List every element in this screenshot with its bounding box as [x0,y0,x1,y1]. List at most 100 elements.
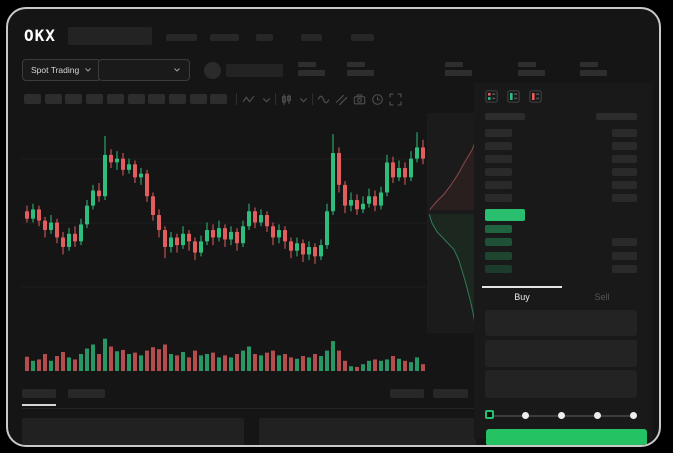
stat-label-placeholder [445,62,463,67]
interval-button[interactable] [24,94,41,104]
bid-amount-placeholder [612,265,637,274]
divider [22,408,474,409]
ask-row[interactable] [485,155,637,163]
price-placeholder [226,64,283,77]
chevron-down-icon [85,68,92,72]
slider-handle[interactable] [485,410,494,419]
clock-icon[interactable] [371,93,384,106]
bid-row[interactable] [485,251,637,260]
stat-label-placeholder [298,62,316,67]
slider-stop[interactable] [594,412,601,419]
interval-button[interactable] [127,94,145,104]
ask-amount-placeholder [612,129,637,137]
ask-price-placeholder [485,194,512,202]
pair-title-placeholder [68,27,152,45]
chevron-down-icon[interactable] [297,93,310,106]
chevron-down-icon [174,68,180,72]
total-input[interactable] [485,370,637,398]
chevron-down-icon[interactable] [260,93,273,106]
candle-style-icon[interactable] [280,93,293,106]
book-header-placeholder [485,113,525,120]
price-input[interactable] [485,310,637,336]
ask-row[interactable] [485,168,637,176]
ask-price-placeholder [485,155,512,163]
interval-button[interactable] [210,94,228,104]
depth-chart[interactable] [427,113,483,333]
market-type-label: Spot Trading [31,65,80,75]
bid-amount-placeholder [612,238,637,247]
stat-label-placeholder [580,62,598,67]
buy-submit-button[interactable] [486,429,647,445]
bid-price-placeholder [485,238,512,247]
bottom-tab-active[interactable] [22,389,56,398]
ask-row[interactable] [485,129,637,137]
stat-value-placeholder [347,70,374,76]
ask-amount-placeholder [612,155,637,163]
bottom-control[interactable] [433,389,468,398]
tab-buy[interactable]: Buy [482,286,562,308]
ask-row[interactable] [485,181,637,189]
stat-value-placeholder [298,70,325,76]
interval-button[interactable] [148,94,166,104]
trade-tab-bar: Buy Sell [482,286,642,308]
active-tab-indicator [22,404,56,406]
slider-stop[interactable] [522,412,529,419]
orders-content-panel [22,418,244,445]
interval-button[interactable] [168,94,186,104]
ask-amount-placeholder [612,142,637,150]
nav-item[interactable] [351,34,374,41]
tab-sell[interactable]: Sell [594,292,610,302]
interval-button[interactable] [189,94,207,104]
ask-amount-placeholder [612,194,637,202]
bid-amount-placeholder [612,251,637,260]
interval-button[interactable] [65,94,83,104]
stat-label-placeholder [347,62,365,67]
stat-label-placeholder [518,62,536,67]
stat-value-placeholder [445,70,472,76]
ask-price-placeholder [485,142,512,150]
slider-stop[interactable] [630,412,637,419]
compare-lines-icon[interactable] [335,93,348,106]
stat-value-placeholder [518,70,545,76]
slider-stop[interactable] [558,412,565,419]
interval-button[interactable] [86,94,104,104]
bid-row[interactable] [485,238,637,247]
interval-button[interactable] [44,94,62,104]
zigzag-icon[interactable] [242,93,255,106]
candlestick-chart[interactable] [22,113,426,375]
nav-item[interactable] [256,34,273,41]
wave-icon[interactable] [317,93,330,106]
last-price-badge [485,209,525,221]
bid-price-placeholder [485,265,512,274]
stat-value-placeholder [580,70,607,76]
bottom-control[interactable] [390,389,424,398]
ask-price-placeholder [485,181,512,189]
bottom-tab[interactable] [68,389,105,398]
amount-input[interactable] [485,340,637,367]
bid-row[interactable] [485,265,637,274]
ask-row[interactable] [485,194,637,202]
app-window: OKX Spot Trading [6,7,661,447]
ask-amount-placeholder [612,168,637,176]
book-bids-view-icon[interactable] [507,90,520,103]
orders-content-panel [259,418,476,445]
okx-logo[interactable]: OKX [24,26,56,45]
expand-icon[interactable] [389,93,402,106]
interval-button[interactable] [106,94,124,104]
camera-icon[interactable] [353,93,366,106]
bid-price-placeholder [485,251,512,260]
bid-price-placeholder [485,225,512,233]
book-split-view-icon[interactable] [485,90,498,103]
nav-item[interactable] [166,34,197,41]
pair-select-dropdown[interactable] [98,59,190,81]
bid-row[interactable] [485,225,637,233]
market-type-dropdown[interactable]: Spot Trading [22,59,102,81]
book-asks-view-icon[interactable] [529,90,542,103]
pair-icon [204,62,221,79]
ask-amount-placeholder [612,181,637,189]
nav-item[interactable] [210,34,239,41]
ask-row[interactable] [485,142,637,150]
book-header-placeholder [596,113,637,120]
ask-price-placeholder [485,129,512,137]
nav-item[interactable] [301,34,322,41]
